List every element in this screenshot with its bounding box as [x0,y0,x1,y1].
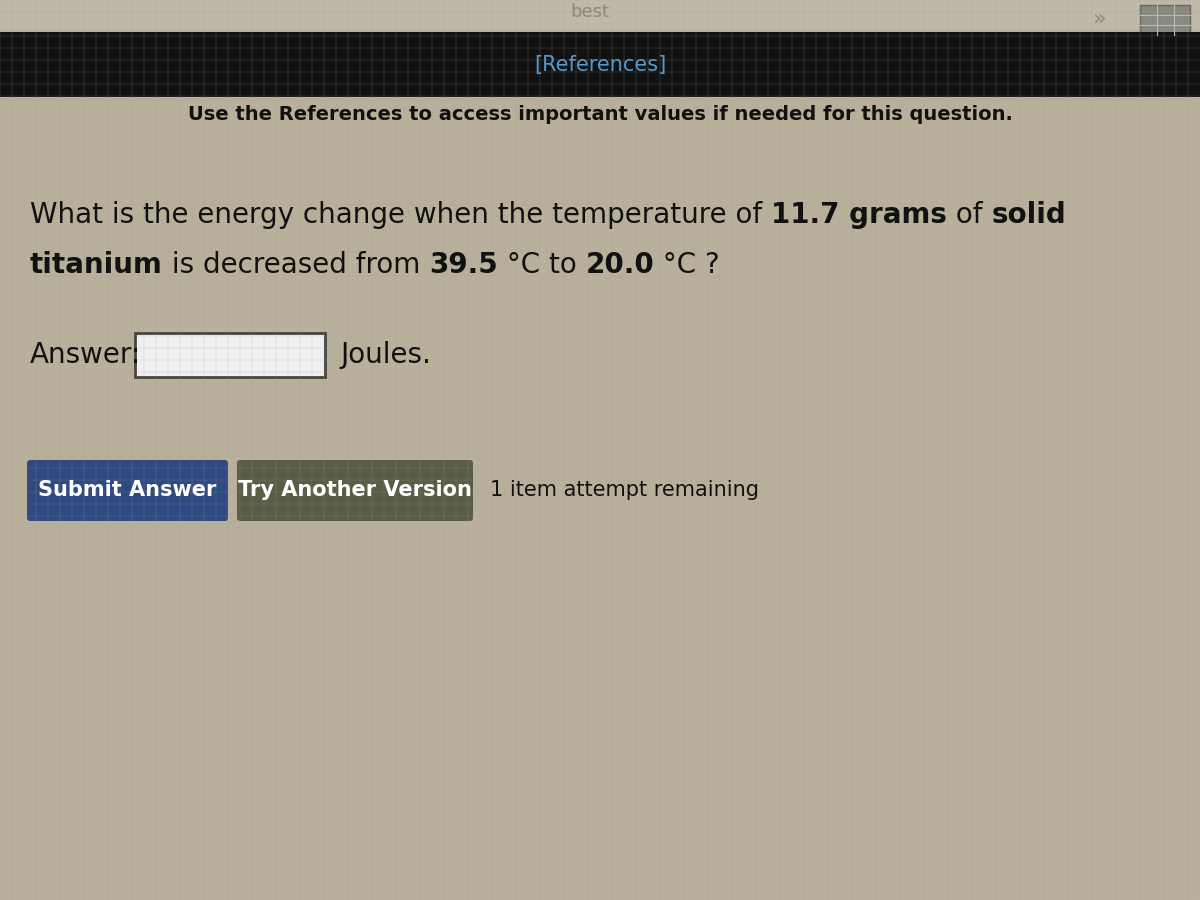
Text: Answer:: Answer: [30,341,142,369]
FancyBboxPatch shape [0,32,1200,97]
FancyBboxPatch shape [0,0,1200,30]
Text: Submit Answer: Submit Answer [38,480,217,500]
FancyBboxPatch shape [238,460,473,521]
Text: is decreased from: is decreased from [163,251,430,279]
Text: What is the energy change when the temperature of: What is the energy change when the tempe… [30,201,772,229]
Text: of: of [947,201,991,229]
Text: [References]: [References] [534,55,666,75]
Text: 39.5: 39.5 [430,251,498,279]
Text: °C ?: °C ? [654,251,720,279]
FancyBboxPatch shape [134,333,325,377]
FancyBboxPatch shape [1140,5,1190,35]
Text: °C to: °C to [498,251,586,279]
Text: 20.0: 20.0 [586,251,654,279]
Text: »: » [1093,8,1106,28]
Text: Joules.: Joules. [340,341,431,369]
Text: 11.7 grams: 11.7 grams [772,201,947,229]
Text: best: best [570,3,610,21]
Text: 1 item attempt remaining: 1 item attempt remaining [490,480,760,500]
Text: Use the References to access important values if needed for this question.: Use the References to access important v… [187,105,1013,124]
Text: Try Another Version: Try Another Version [238,480,472,500]
Text: titanium: titanium [30,251,163,279]
Text: solid: solid [991,201,1066,229]
FancyBboxPatch shape [28,460,228,521]
